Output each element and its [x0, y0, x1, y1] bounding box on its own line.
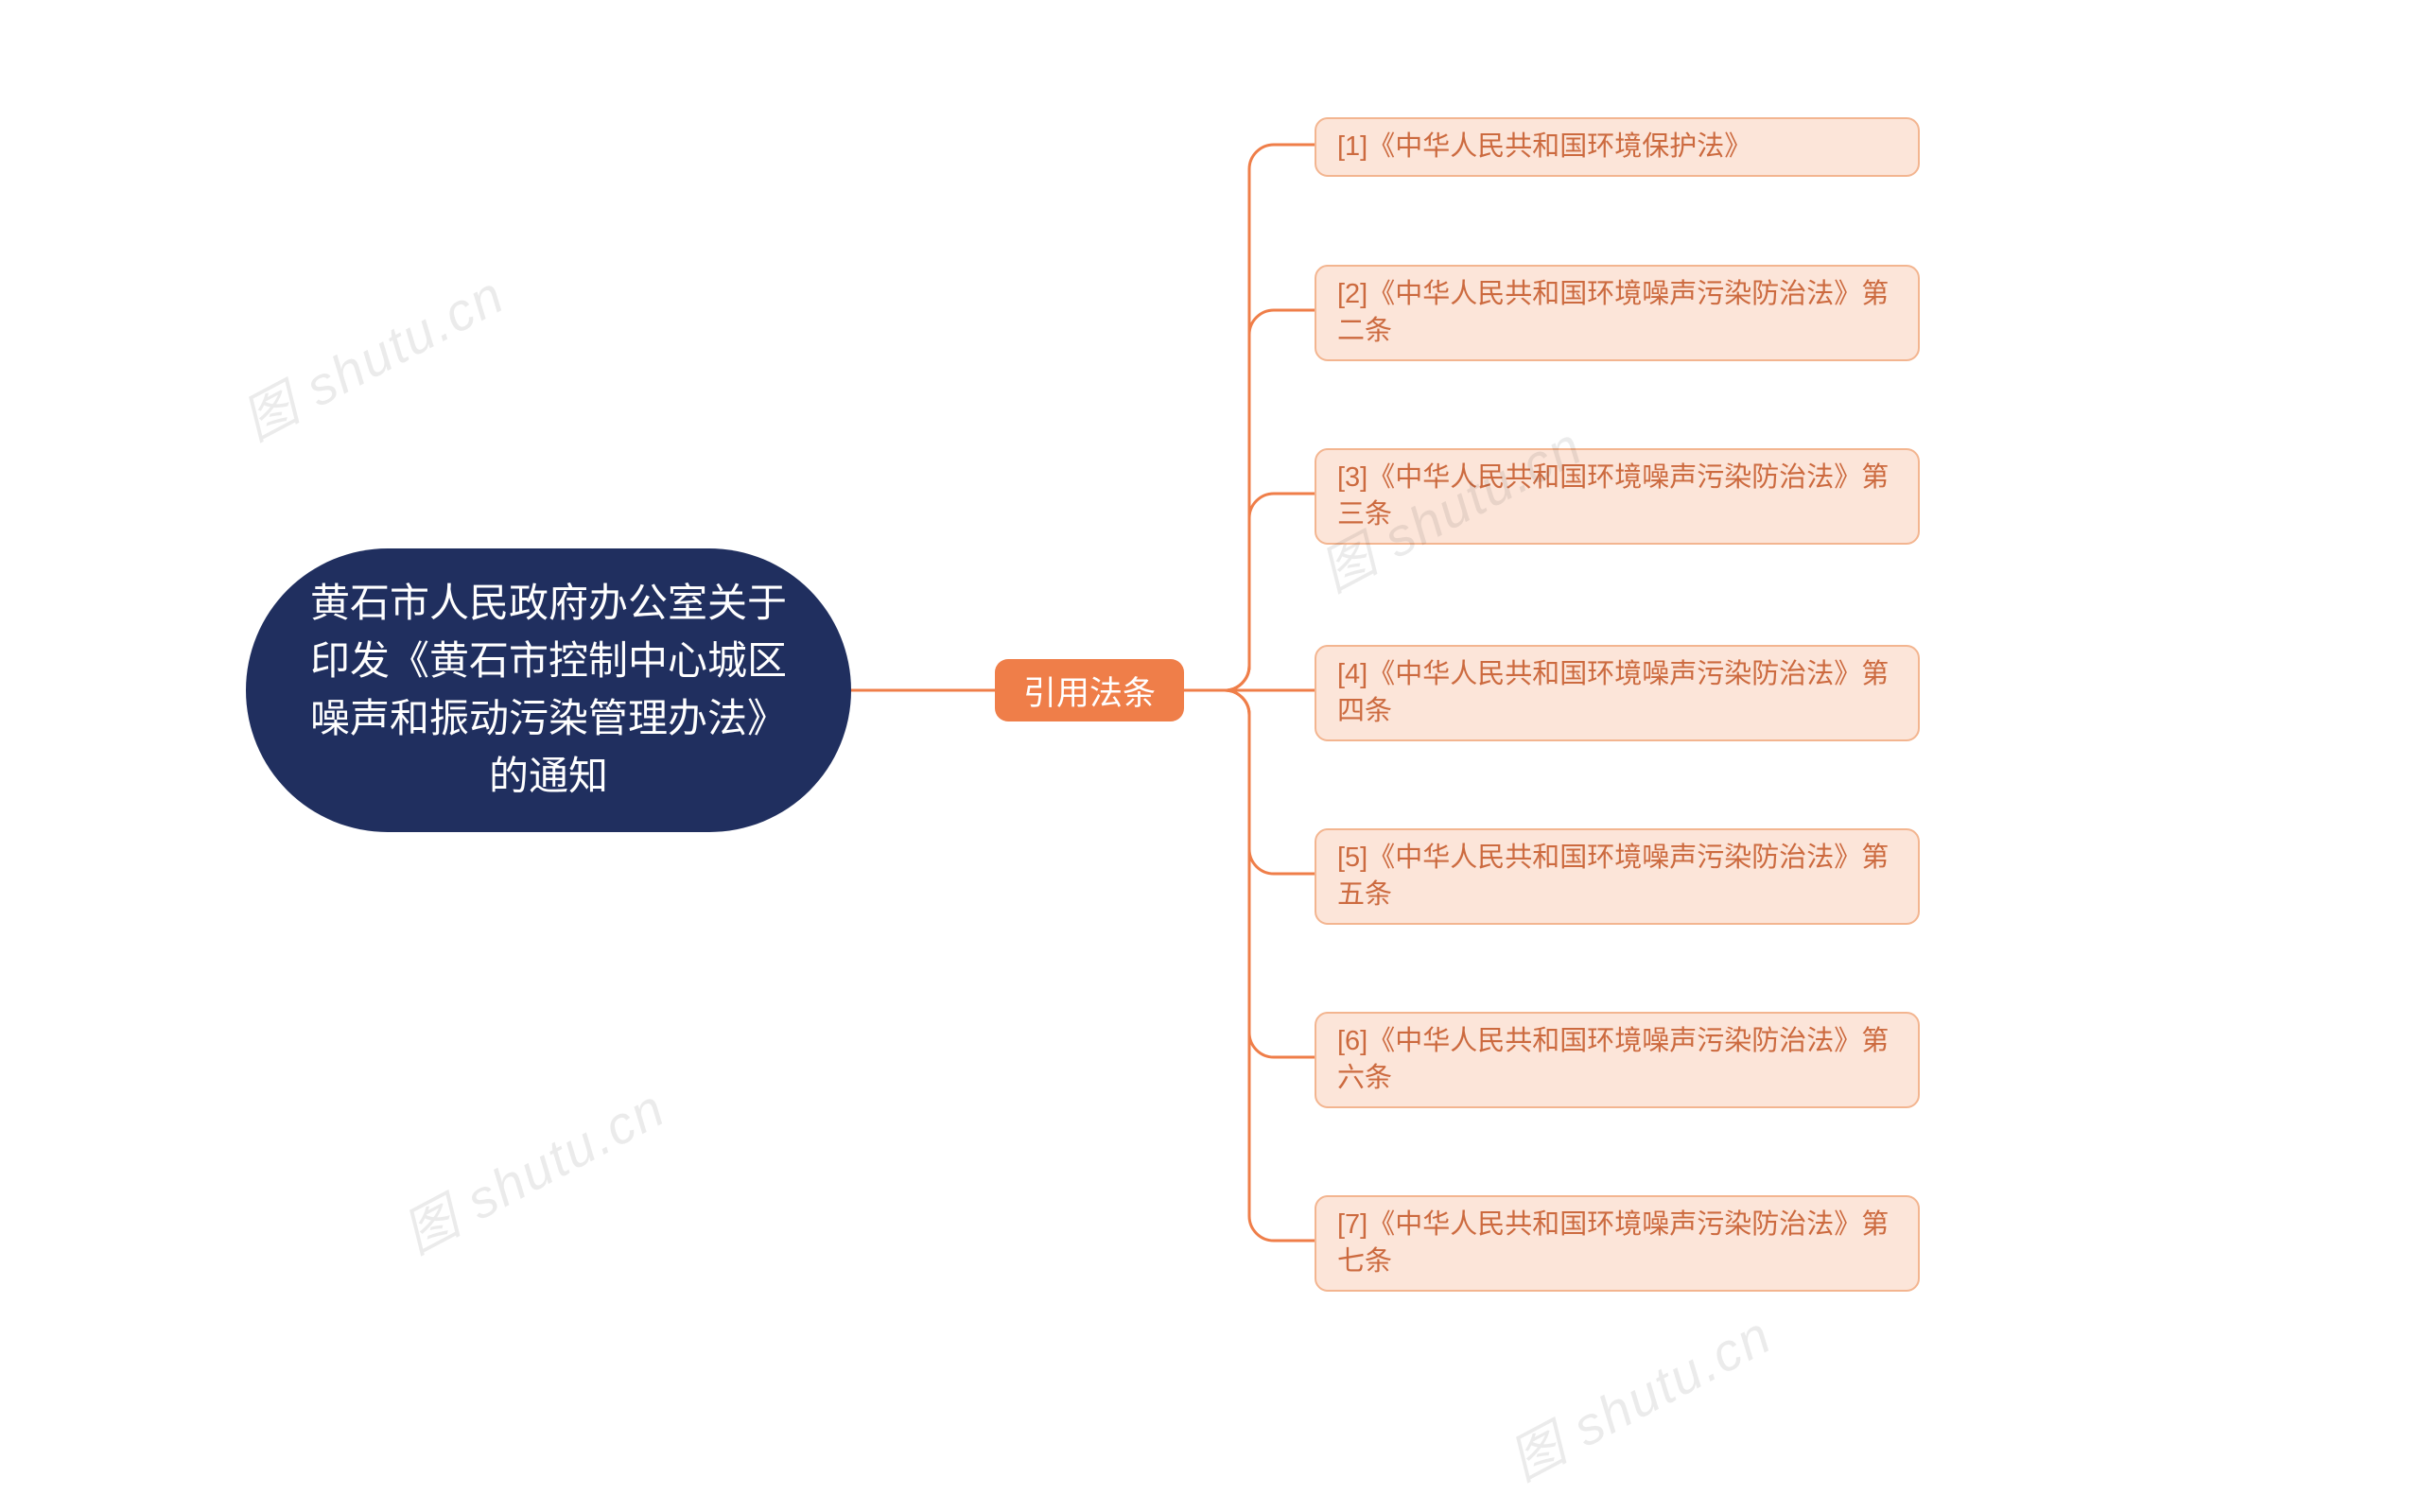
watermark: 图 shutu.cn [227, 253, 516, 456]
leaf-label: [5]《中华人民共和国环境噪声污染防治法》第五条 [1337, 840, 1897, 913]
leaf-label: [3]《中华人民共和国环境噪声污染防治法》第三条 [1337, 460, 1897, 533]
leaf-node: [2]《中华人民共和国环境噪声污染防治法》第二条 [1315, 265, 1920, 361]
mid-label: 引用法条 [1023, 667, 1156, 715]
leaf-label: [4]《中华人民共和国环境噪声污染防治法》第四条 [1337, 656, 1897, 730]
leaf-label: [6]《中华人民共和国环境噪声污染防治法》第六条 [1337, 1023, 1897, 1097]
leaf-node: [6]《中华人民共和国环境噪声污染防治法》第六条 [1315, 1012, 1920, 1108]
leaf-node: [4]《中华人民共和国环境噪声污染防治法》第四条 [1315, 645, 1920, 741]
mid-node: 引用法条 [995, 659, 1184, 721]
leaf-node: [1]《中华人民共和国环境保护法》 [1315, 117, 1920, 177]
leaf-label: [2]《中华人民共和国环境噪声污染防治法》第二条 [1337, 276, 1897, 350]
watermark: 图 shutu.cn [1494, 1294, 1784, 1496]
root-label: 黄石市人民政府办公室关于印发《黄石市控制中心城区噪声和振动污染管理办法》的通知 [303, 575, 794, 806]
leaf-label: [1]《中华人民共和国环境保护法》 [1337, 129, 1751, 165]
leaf-label: [7]《中华人民共和国环境噪声污染防治法》第七条 [1337, 1207, 1897, 1280]
leaf-node: [7]《中华人民共和国环境噪声污染防治法》第七条 [1315, 1195, 1920, 1292]
watermark: 图 shutu.cn [388, 1067, 677, 1269]
leaf-node: [5]《中华人民共和国环境噪声污染防治法》第五条 [1315, 828, 1920, 925]
root-node: 黄石市人民政府办公室关于印发《黄石市控制中心城区噪声和振动污染管理办法》的通知 [246, 548, 851, 832]
leaf-node: [3]《中华人民共和国环境噪声污染防治法》第三条 [1315, 448, 1920, 545]
